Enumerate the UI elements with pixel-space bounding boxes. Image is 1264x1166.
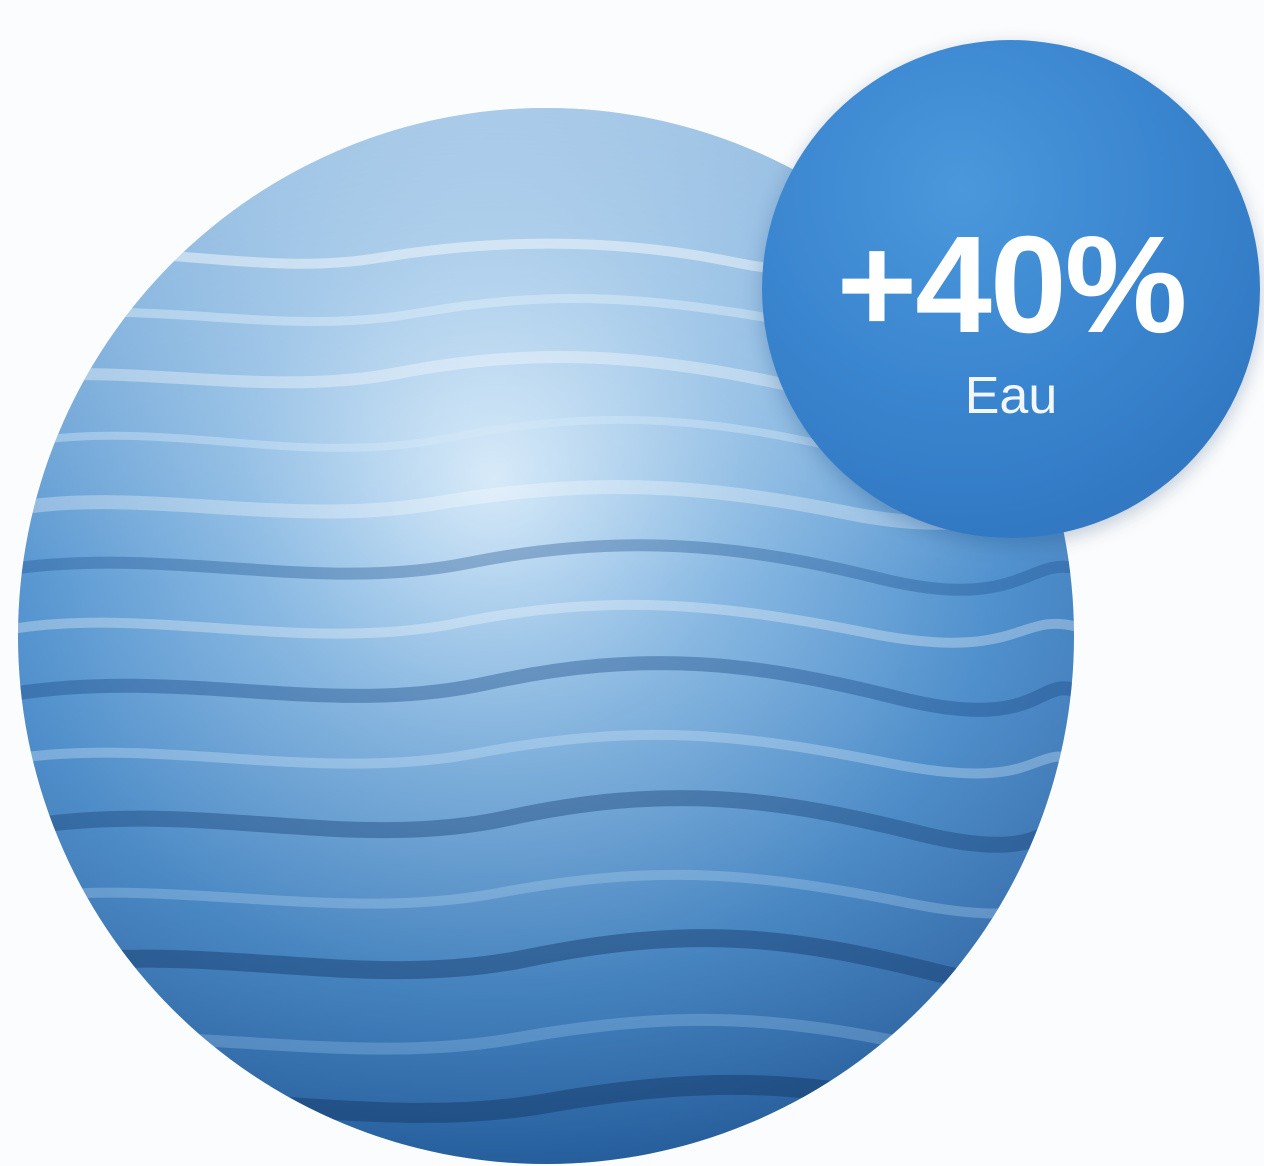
stat-label: Eau — [964, 367, 1058, 425]
stat-value: +40% — [836, 208, 1188, 362]
stat-badge: +40% Eau — [762, 40, 1260, 538]
